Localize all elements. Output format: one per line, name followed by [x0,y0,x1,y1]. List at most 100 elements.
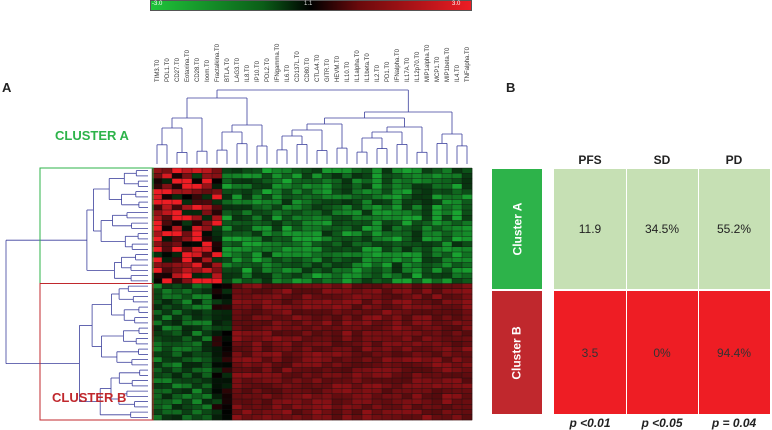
heatmap-cell [412,225,423,232]
heatmap-cell [352,246,363,253]
heatmap-cell [322,399,333,405]
heatmap-cell [392,325,403,332]
heatmap-cell [312,388,323,395]
heatmap-cell [302,320,313,326]
heatmap-cell [312,194,323,200]
heatmap-cell [222,372,233,379]
heatmap-cell [402,288,413,295]
heatmap-cell [362,325,373,332]
heatmap-cell [362,357,373,363]
heatmap-cell [372,173,383,179]
heatmap-cell [402,393,413,400]
heatmap-cell [452,304,463,311]
heatmap-cell [212,215,223,221]
heatmap-cell [262,404,273,410]
heatmap-cell [202,204,213,211]
heatmap-cell [362,372,373,379]
heatmap-cell [252,393,263,400]
heatmap-cell [272,299,283,305]
heatmap-cell [422,372,433,379]
heatmap-cell [302,383,313,389]
heatmap-cell [252,288,263,295]
heatmap-cell [192,325,203,332]
heatmap-cell [302,341,313,347]
heatmap-cell [262,194,273,200]
heatmap-cell [282,388,293,395]
heatmap-cell [462,362,473,368]
heatmap-cell [412,378,423,384]
heatmap-cell [392,225,403,232]
heatmap-cell [352,372,363,379]
heatmap-cell [452,283,463,290]
heatmap-cell [442,320,453,326]
heatmap-cell [332,246,343,253]
heatmap-cell [392,252,403,258]
heatmap-cell [392,199,403,206]
heatmap-cell [182,304,193,311]
heatmap-cell [362,383,373,389]
heatmap-cell [262,409,273,416]
column-label: BTLA.T0 [225,58,231,82]
heatmap-cell [382,267,393,274]
heatmap-cell [182,189,193,195]
heatmap-cell [362,315,373,321]
pvalue-sd: p <0.05 [641,416,683,430]
heatmap-cell [322,236,333,242]
heatmap-cell [152,241,163,248]
heatmap-cell [302,252,313,258]
heatmap-cell [332,367,343,374]
heatmap-cell [362,336,373,342]
heatmap-cell [392,236,403,242]
heatmap-cell [322,183,333,190]
heatmap-cell [152,252,163,258]
heatmap-cell [452,278,463,284]
heatmap-cell [412,252,423,258]
heatmap-cell [322,362,333,368]
heatmap-cell [302,231,313,237]
heatmap-cell [462,204,473,211]
heatmap-cell [172,273,183,279]
heatmap-cell [212,236,223,242]
heatmap-cell [292,336,303,342]
heatmap-cell [402,220,413,227]
heatmap-cell [282,210,293,216]
heatmap-cell [412,215,423,221]
heatmap-cell [212,283,223,290]
heatmap-cell [402,257,413,263]
heatmap-cell [362,173,373,179]
heatmap-cell [432,215,443,221]
heatmap-cell [352,409,363,416]
heatmap-cell [202,320,213,326]
heatmap-cell [272,204,283,211]
heatmap-cell [432,225,443,232]
heatmap-cell [432,294,443,300]
heatmap-cell [392,283,403,290]
heatmap-cell [332,372,343,379]
heatmap-cell [412,262,423,269]
heatmap-cell [282,399,293,405]
heatmap-cell [372,183,383,190]
heatmap-cell [202,210,213,216]
heatmap-cell [162,414,173,421]
heatmap-cell [262,288,273,295]
heatmap-cell [242,320,253,326]
heatmap-cell [242,388,253,395]
heatmap-cell [412,267,423,274]
heatmap-cell [462,168,473,174]
heatmap-cell [332,262,343,269]
heatmap-cell [342,309,353,316]
heatmap-cell [172,178,183,185]
heatmap-cell [162,378,173,384]
heatmap-cell [252,283,263,290]
heatmap-cell [282,378,293,384]
heatmap-cell [182,210,193,216]
heatmap-cell [422,273,433,279]
heatmap-cell [162,257,173,263]
heatmap-cell [422,246,433,253]
heatmap-cell [322,178,333,185]
heatmap-cell [212,194,223,200]
heatmap-cell [442,278,453,284]
heatmap-cell [442,246,453,253]
heatmap-cell [302,189,313,195]
heatmap-cell [392,304,403,311]
